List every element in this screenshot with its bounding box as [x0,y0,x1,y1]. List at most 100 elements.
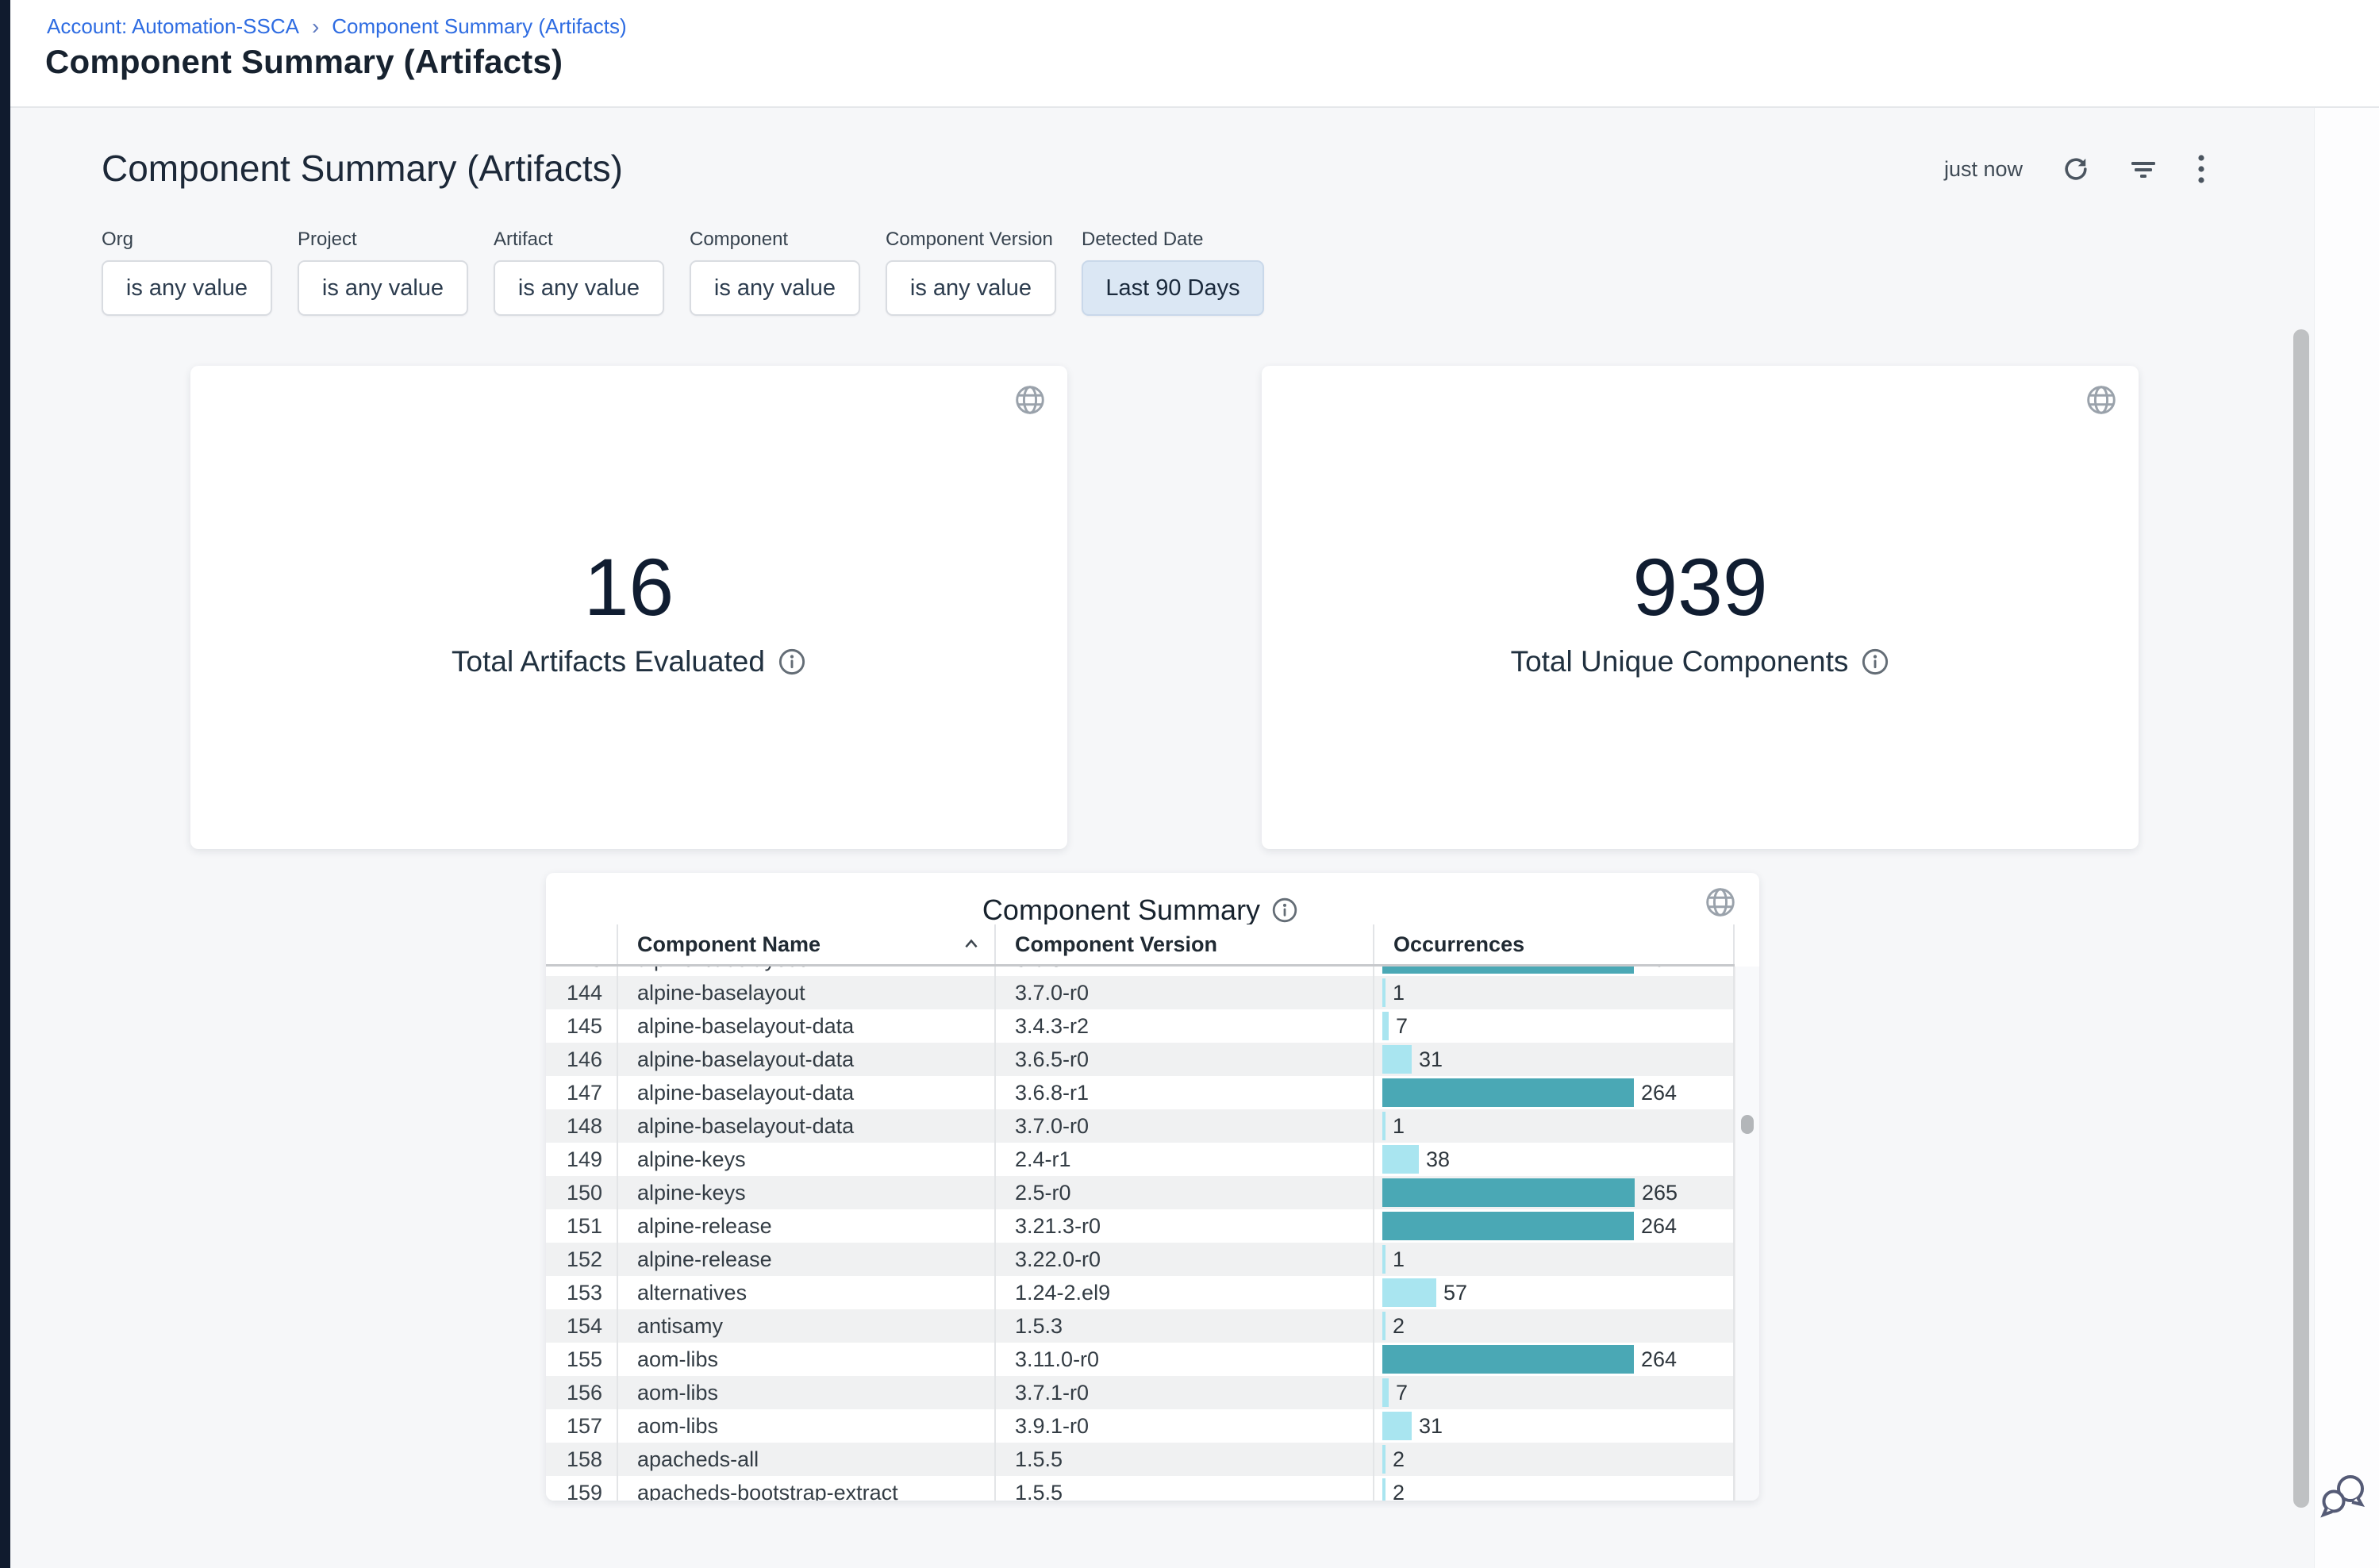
row-index-cell: 145 [566,1013,602,1038]
table-row: 154 antisamy 1.5.3 2 [546,1309,1735,1343]
occurrence-bar [1382,1345,1634,1374]
occurrence-bar [1382,978,1386,1007]
occurrence-value: 57 [1443,1280,1468,1305]
component-name-cell: alpine-baselayout [617,976,994,1009]
stat-label-text: Total Unique Components [1510,645,1849,678]
component-name-cell: aom-libs [617,1343,994,1376]
table-title: Component Summary [546,894,1735,927]
occurrence-bar [1382,1312,1386,1340]
column-header-label: Component Version [1015,932,1218,956]
page-scrollbar[interactable] [2293,329,2309,1508]
filter-label: Artifact [494,229,553,250]
row-index-cell: 143 [546,967,617,976]
row-index-cell: 147 [566,1080,602,1105]
globe-icon[interactable] [2085,383,2118,417]
occurrence-bar [1382,1012,1389,1040]
table-body: 143alpine-baselayout3.6.8-r1264144alpine… [546,967,1735,1501]
component-name-cell: alpine-baselayout-data [617,1043,994,1076]
last-refreshed-text: just now [1944,156,2023,181]
occurrence-value: 1 [1393,1247,1405,1271]
info-icon[interactable] [1861,648,1889,676]
filter-label: Org [102,229,134,250]
table-row: 156 aom-libs 3.7.1-r0 7 [546,1376,1735,1409]
globe-icon[interactable] [1013,383,1047,417]
info-icon[interactable] [778,648,806,676]
breadcrumb-current-link[interactable]: Component Summary (Artifacts) [332,14,627,38]
row-index-cell: 157 [566,1413,602,1438]
component-summary-table-card: Component Summary Component Name Compone… [546,873,1759,1501]
component-name-cell: alpine-release [617,1243,994,1276]
component-name-cell: alpine-baselayout [617,967,994,976]
component-name-cell: aom-libs [617,1409,994,1443]
component-name-cell: apacheds-bootstrap-extract [617,1476,994,1501]
filter-label: Component Version [886,229,1053,250]
info-icon[interactable] [1271,897,1298,924]
filter-project: Project is any value [298,229,468,316]
globe-icon[interactable] [1704,886,1737,919]
column-header-occurrences[interactable]: Occurrences [1373,924,1735,964]
column-header-component-name[interactable]: Component Name [617,924,994,964]
filter-value-button[interactable]: is any value [494,260,664,316]
row-index-cell: 151 [566,1213,602,1238]
filter-value-button[interactable]: is any value [886,260,1056,316]
occurrences-cell: 264 [1373,1076,1735,1109]
occurrence-value: 7 [1396,1013,1409,1038]
table-row: 144 alpine-baselayout 3.7.0-r0 1 [546,976,1735,1009]
component-version-cell: 2.5-r0 [994,1176,1373,1209]
component-version-cell: 1.5.5 [994,1443,1373,1476]
component-version-cell: 3.6.5-r0 [994,1043,1373,1076]
column-header-component-version[interactable]: Component Version [994,924,1373,964]
filter-value-button[interactable]: is any value [298,260,468,316]
component-name-cell: alpine-keys [617,1143,994,1176]
occurrences-cell: 2 [1373,1476,1735,1501]
component-version-cell: 2.4-r1 [994,1143,1373,1176]
occurrence-value: 264 [1641,1347,1678,1371]
filter-artifact: Artifact is any value [494,229,664,316]
component-version-cell: 3.6.8-r1 [994,967,1373,976]
filter-icon[interactable] [2129,155,2158,183]
sort-asc-icon[interactable] [963,936,980,953]
stat-label-text: Total Artifacts Evaluated [452,645,765,678]
component-name-cell: alpine-keys [617,1176,994,1209]
chat-bubbles-icon[interactable] [2319,1471,2368,1525]
table-row: 158 apacheds-all 1.5.5 2 [546,1443,1735,1476]
component-name-cell: antisamy [617,1309,994,1343]
table-row: 157 aom-libs 3.9.1-r0 31 [546,1409,1735,1443]
filter-component-version: Component Version is any value [886,229,1056,316]
occurrence-bar [1382,967,1634,974]
row-index-cell: 158 [566,1447,602,1471]
filter-component: Component is any value [690,229,860,316]
occurrences-cell: 1 [1373,1109,1735,1143]
component-version-cell: 3.7.1-r0 [994,1376,1373,1409]
breadcrumb-account-link[interactable]: Account: Automation-SSCA [47,14,299,38]
kebab-menu-icon[interactable] [2196,153,2207,185]
occurrences-cell: 7 [1373,1376,1735,1409]
filter-value-button[interactable]: Last 90 Days [1082,260,1264,316]
filter-value-button[interactable]: is any value [690,260,860,316]
table-title-text: Component Summary [982,894,1261,926]
occurrences-cell: 2 [1373,1309,1735,1343]
stat-label: Total Artifacts Evaluated [190,645,1067,678]
component-version-cell: 1.5.3 [994,1309,1373,1343]
component-version-cell: 3.4.3-r2 [994,1009,1373,1043]
component-name-cell: alpine-baselayout-data [617,1076,994,1109]
page-title: Component Summary (Artifacts) [45,43,563,80]
occurrences-cell: 264 [1373,967,1735,976]
row-index-cell: 146 [566,1047,602,1071]
occurrence-bar [1382,1278,1436,1307]
table-scrollbar[interactable] [1741,1115,1754,1134]
occurrence-bar [1382,1078,1634,1107]
breadcrumb: Account: Automation-SSCA › Component Sum… [47,14,627,39]
refresh-icon[interactable] [2061,154,2091,184]
table-row: 146 alpine-baselayout-data 3.6.5-r0 31 [546,1043,1735,1076]
occurrences-cell: 2 [1373,1443,1735,1476]
component-version-cell: 3.21.3-r0 [994,1209,1373,1243]
column-header-label: Component Name [637,932,821,956]
occurrence-bar [1382,1045,1412,1074]
filter-value-button[interactable]: is any value [102,260,272,316]
occurrences-cell: 38 [1373,1143,1735,1176]
occurrence-value: 265 [1642,1180,1678,1205]
occurrences-cell: 1 [1373,976,1735,1009]
occurrence-value: 1 [1393,980,1405,1005]
